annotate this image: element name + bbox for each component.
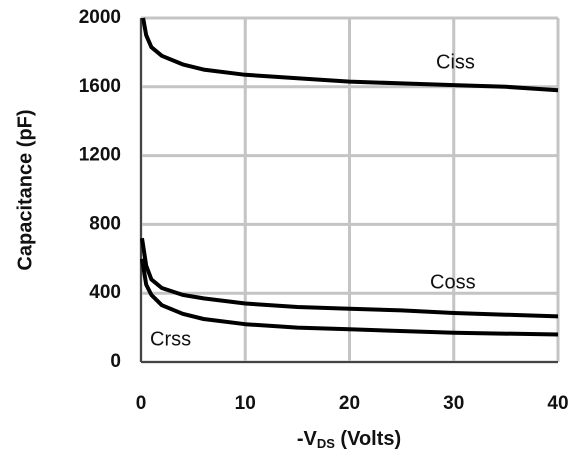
x-tick-label: 10 (235, 393, 256, 414)
series-line (140, 237, 559, 319)
x-axis-title-part: -V (297, 428, 318, 450)
y-axis-title: Capacitance (pF) (14, 109, 36, 270)
x-tick-label: 0 (136, 393, 147, 414)
y-tick-label: 0 (110, 351, 121, 372)
y-tick-label: 400 (89, 282, 121, 303)
series-label: Coss (430, 271, 476, 293)
series-line (140, 258, 559, 337)
y-tick-label: 2000 (79, 7, 121, 28)
x-tick-label: 30 (443, 393, 464, 414)
x-axis-title: -VDS (Volts) (297, 428, 401, 451)
series-label: Crss (150, 328, 191, 350)
x-axis-title-part: (Volts) (335, 428, 401, 450)
x-axis-title-sub: DS (317, 436, 335, 451)
y-tick-label: 800 (89, 213, 121, 234)
y-tick-label: 1200 (79, 145, 121, 166)
x-tick-label: 20 (339, 393, 360, 414)
x-tick-label: 40 (547, 393, 568, 414)
y-tick-label: 1600 (79, 76, 121, 97)
series-label: Ciss (436, 51, 475, 73)
series-line (141, 17, 559, 93)
